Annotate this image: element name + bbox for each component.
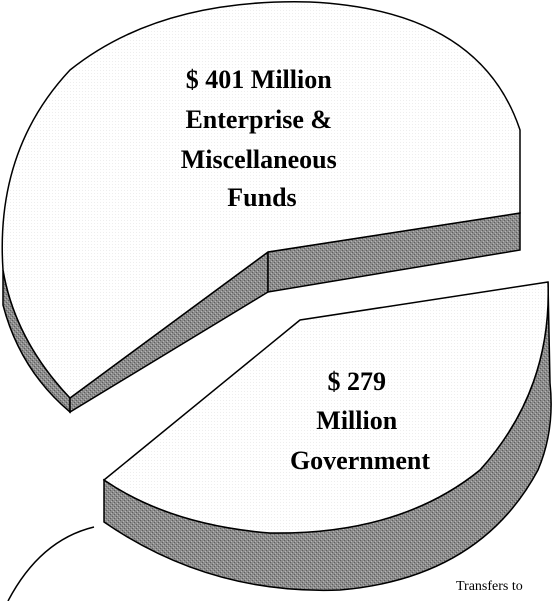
transfers-annotation: Transfers to <box>456 579 523 594</box>
slice-enterprise-label-line-1: $ 401 Million <box>186 65 332 94</box>
slice-enterprise-label-line-3: Miscellaneous <box>181 145 337 174</box>
callout-leader-line <box>8 527 94 601</box>
slice-enterprise-label-line-4: Funds <box>227 183 296 212</box>
slice-government-label-line-3: Government <box>290 446 430 475</box>
slice-government-label-line-2: Million <box>316 406 397 435</box>
slice-government-label-line-1: $ 279 <box>328 367 387 396</box>
slice-enterprise-label-line-2: Enterprise & <box>185 105 332 134</box>
